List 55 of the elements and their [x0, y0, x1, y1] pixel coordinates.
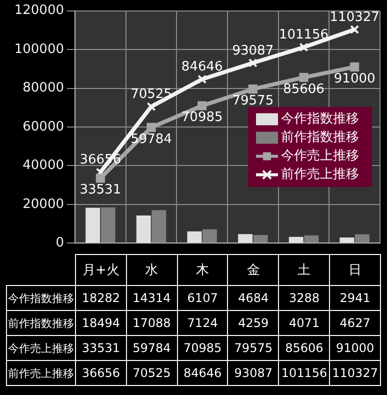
x-tick-label: 月+火 [76, 254, 126, 286]
y-tick-label: 0 [56, 236, 64, 251]
y-tick-label: 80000 [22, 80, 64, 96]
data-label: 14314 [126, 286, 178, 310]
data-label: 17088 [126, 310, 178, 336]
y-tick-label: 20000 [22, 196, 64, 212]
data-label: 110327 [330, 360, 380, 386]
annotation: 93087 [232, 43, 274, 58]
x-tick-label: 木 [177, 254, 228, 286]
data-label: 7124 [177, 310, 228, 336]
text: 前作売上推移 [8, 366, 74, 380]
data-label: 70525 [126, 360, 178, 386]
y-tick-label: 100000 [14, 42, 64, 57]
data-label: 70985 [177, 336, 228, 360]
annotation: 70985 [181, 110, 223, 126]
x-tick-label: 金 [228, 254, 279, 286]
data-label: 4684 [228, 286, 279, 310]
text: 前作指数推移 [8, 316, 74, 330]
legend-label: 前作売上推移 [281, 167, 359, 182]
text: 今作売上推移 [8, 342, 74, 354]
data-label: 84646 [177, 360, 228, 386]
annotation: 85606 [283, 82, 324, 97]
annotation: 84646 [181, 60, 223, 75]
y-tick-label: 40000 [22, 158, 64, 174]
annotation: 70525 [130, 86, 172, 102]
x-tick-label: 水 [126, 254, 178, 286]
data-label: 2941 [330, 286, 380, 310]
data-label: 79575 [228, 336, 279, 360]
y-tick-label: 60000 [22, 119, 64, 134]
annotation: 110327 [330, 10, 380, 25]
data-label: 18494 [76, 310, 126, 336]
data-label: 4627 [330, 310, 380, 336]
data-label: 91000 [330, 336, 380, 360]
annotation: 33531 [80, 182, 122, 198]
y-tick-label: 120000 [14, 3, 64, 18]
text: 今作指数推移 [8, 292, 74, 304]
data-label: 101156 [278, 360, 330, 386]
legend-label: 今作売上推移 [281, 148, 359, 164]
annotation: 79575 [232, 93, 274, 108]
legend-label: 前作指数推移 [281, 130, 359, 146]
data-label: 3288 [278, 286, 330, 310]
x-tick-label: 土 [278, 254, 330, 286]
data-label: 6107 [177, 286, 228, 310]
data-label: 4071 [278, 310, 330, 336]
data-label: 93087 [228, 360, 279, 386]
x-tick-label: 日 [330, 254, 380, 286]
data-label: 33531 [76, 336, 126, 360]
data-label: 18282 [76, 286, 126, 310]
annotation: 91000 [334, 71, 376, 86]
data-label: 4259 [228, 310, 279, 336]
annotation: 101156 [278, 28, 329, 43]
data-label: 59784 [126, 336, 178, 360]
data-label: 85606 [278, 336, 330, 360]
legend-label: 今作指数推移 [281, 112, 359, 127]
data-label: 36656 [76, 360, 126, 386]
